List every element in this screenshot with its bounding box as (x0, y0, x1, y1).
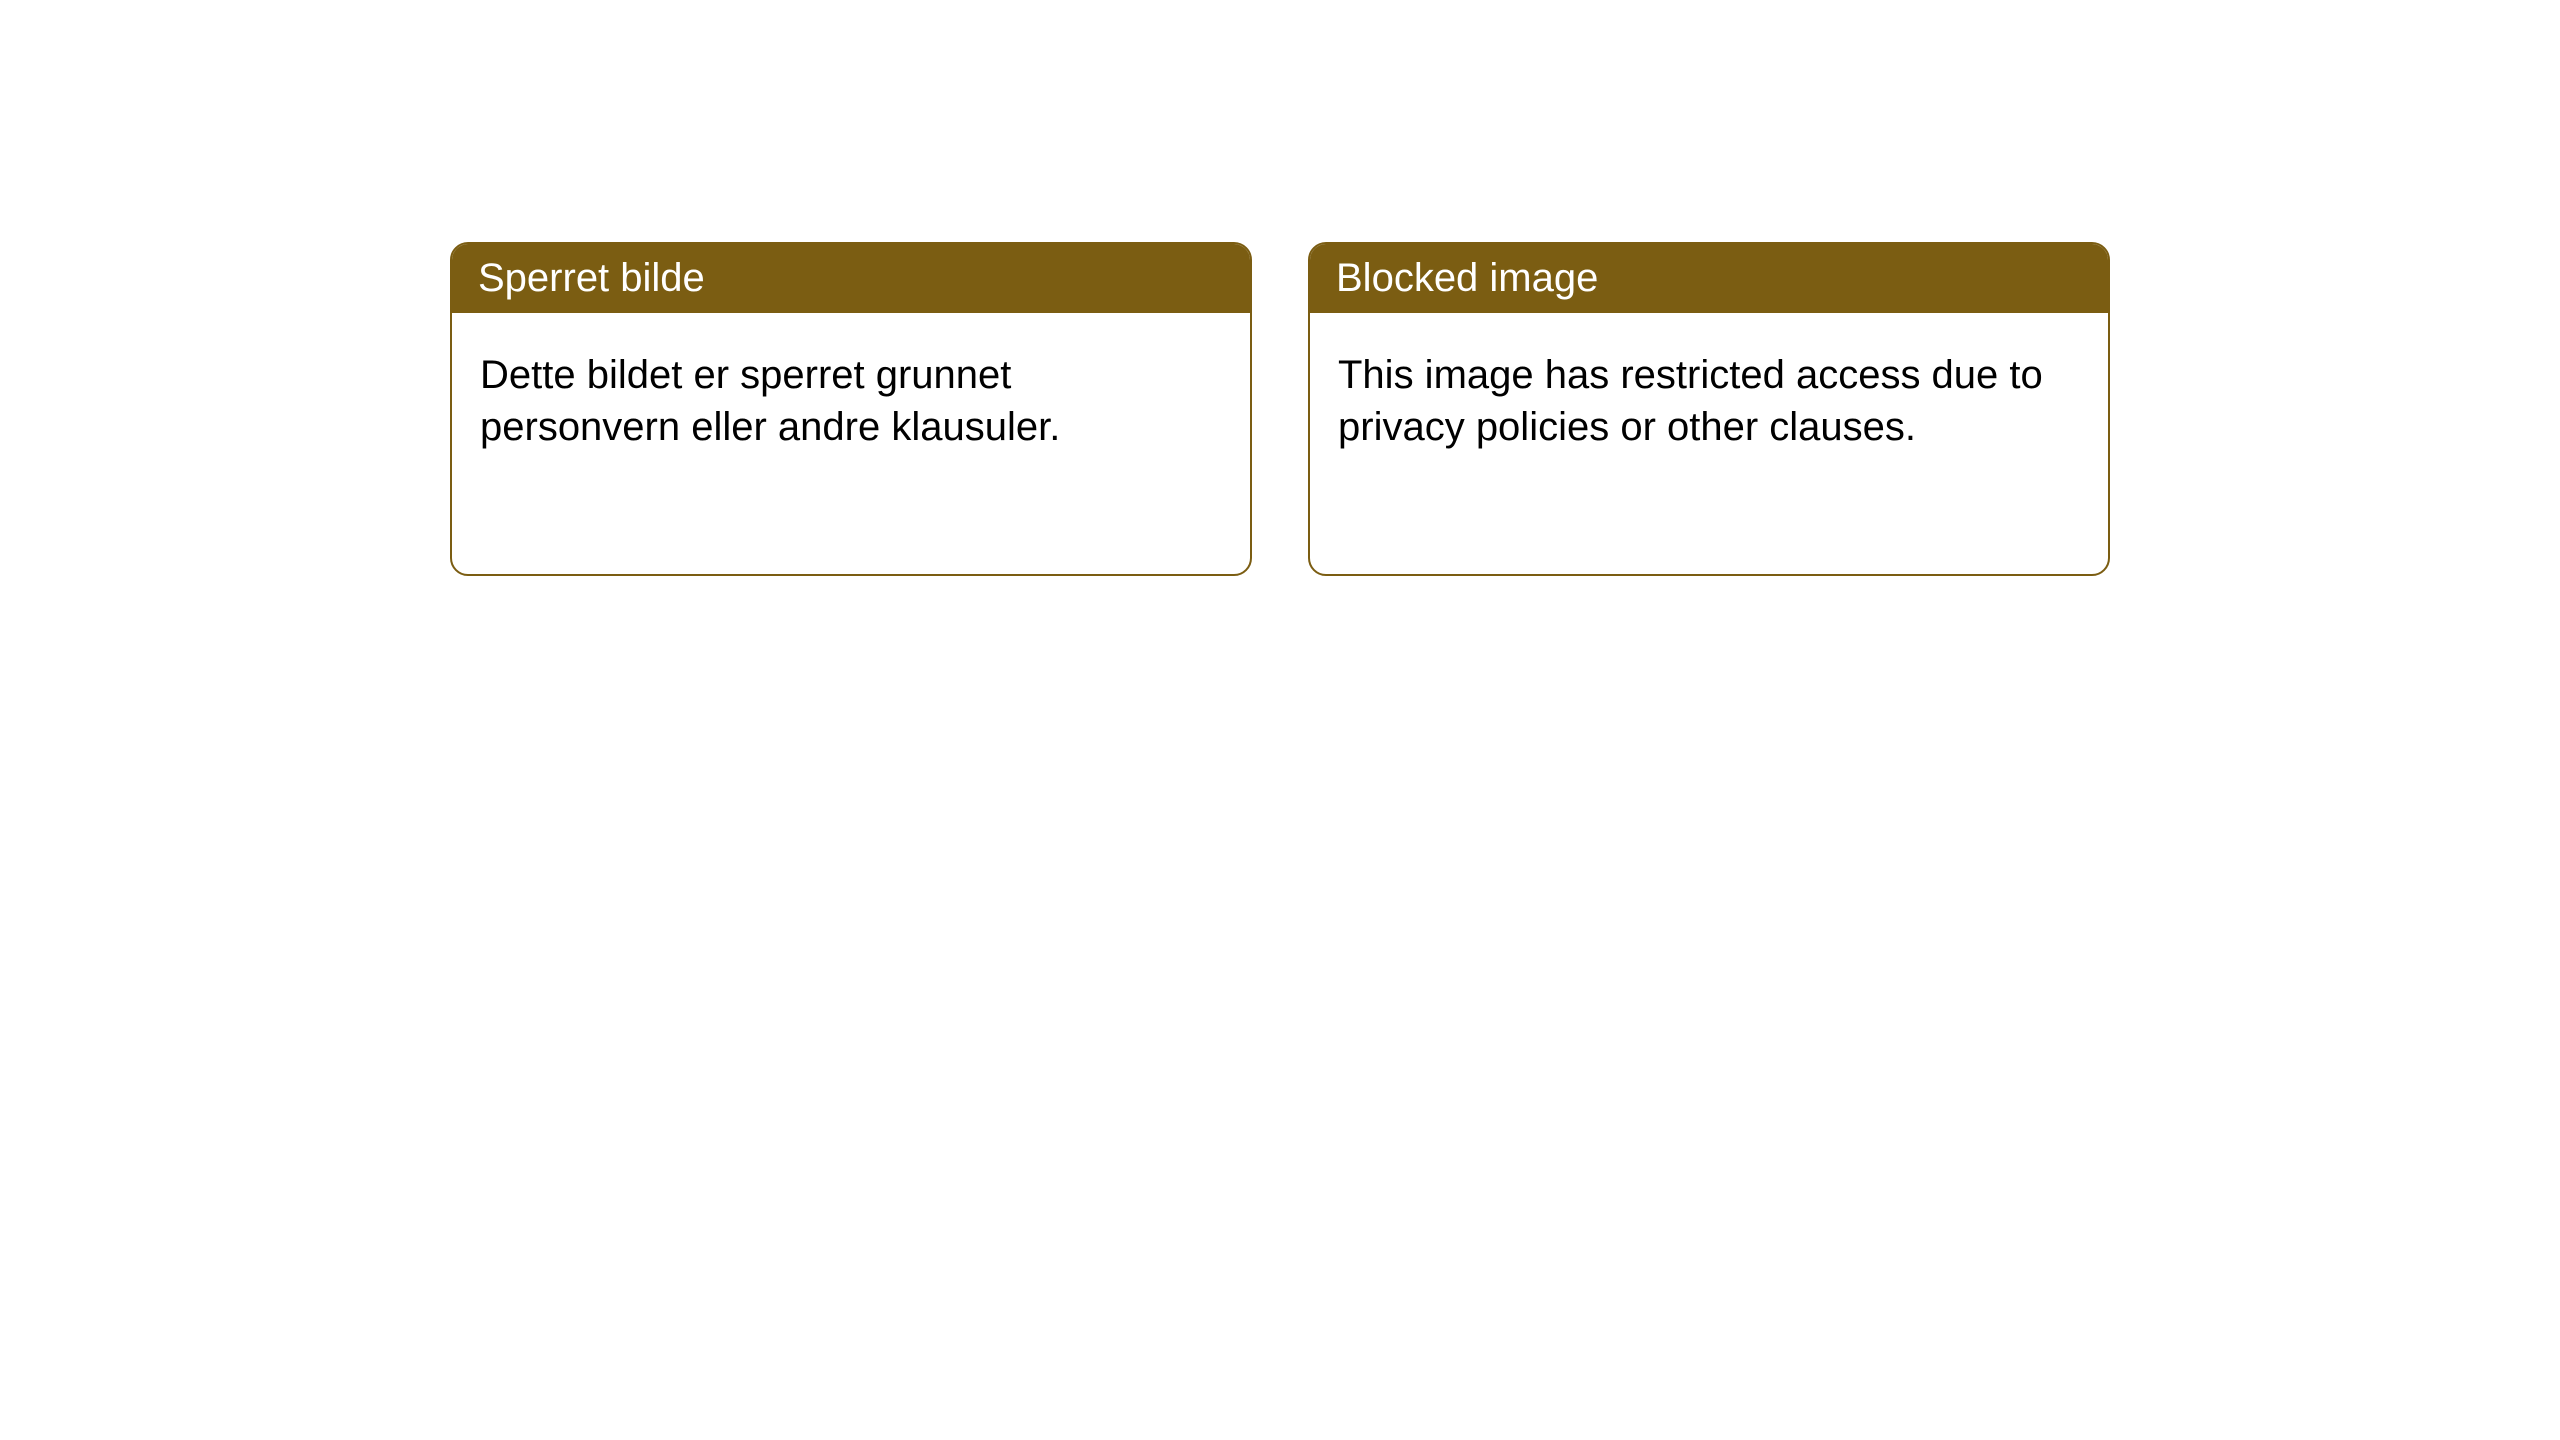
notice-card-english: Blocked image This image has restricted … (1308, 242, 2110, 576)
card-title: Blocked image (1336, 256, 1598, 300)
notice-cards-container: Sperret bilde Dette bildet er sperret gr… (450, 242, 2560, 576)
card-header: Sperret bilde (452, 244, 1250, 313)
notice-card-norwegian: Sperret bilde Dette bildet er sperret gr… (450, 242, 1252, 576)
card-body: Dette bildet er sperret grunnet personve… (452, 313, 1250, 489)
card-body-text: This image has restricted access due to … (1338, 353, 2043, 449)
card-body: This image has restricted access due to … (1310, 313, 2108, 489)
card-header: Blocked image (1310, 244, 2108, 313)
card-body-text: Dette bildet er sperret grunnet personve… (480, 353, 1060, 449)
card-title: Sperret bilde (478, 256, 705, 300)
